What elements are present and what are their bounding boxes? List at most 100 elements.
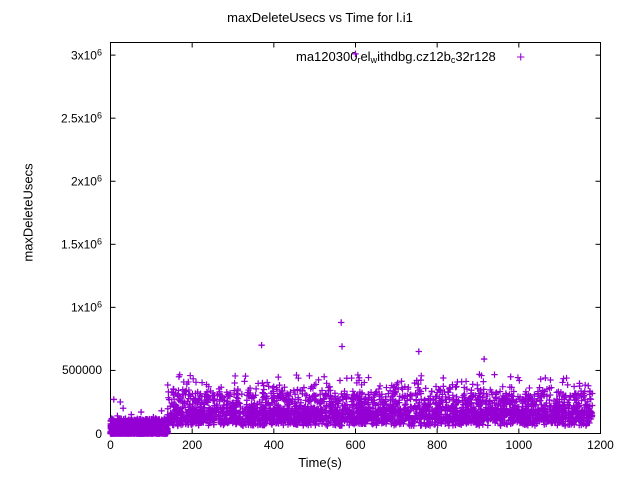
data-point: [217, 412, 224, 419]
data-point: [337, 411, 345, 418]
data-point: [138, 420, 145, 427]
data-point: [185, 395, 192, 402]
data-point: [329, 421, 337, 428]
data-point: [343, 375, 351, 382]
data-point: [137, 408, 145, 416]
data-point: [147, 430, 154, 437]
data-point: [170, 391, 177, 399]
data-point: [534, 407, 542, 414]
data-point: [547, 376, 554, 384]
data-point: [164, 381, 171, 389]
data-point: [158, 407, 165, 414]
data-point: [231, 379, 238, 387]
data-point: [409, 420, 416, 427]
data-point: [499, 396, 507, 404]
data-point: [582, 381, 589, 389]
data-point: [365, 374, 372, 381]
data-point: [248, 401, 255, 408]
data-point: [275, 402, 282, 409]
data-point: [303, 392, 310, 399]
x-tick-label: 800: [427, 438, 448, 452]
data-point: [418, 421, 425, 429]
x-tick-label: 600: [345, 438, 366, 452]
data-point: [414, 402, 422, 409]
data-point: [550, 411, 557, 419]
data-point: [168, 399, 175, 407]
data-point: [332, 393, 339, 400]
data-point: [560, 375, 567, 382]
data-point: [357, 403, 364, 411]
data-point: [369, 421, 376, 428]
data-point: [223, 401, 230, 409]
data-point: [503, 391, 510, 399]
data-point: [198, 393, 206, 400]
data-point: [532, 415, 539, 422]
data-point: [476, 394, 484, 402]
data-point: [356, 374, 363, 382]
data-point: [179, 403, 186, 411]
data-point: [203, 391, 211, 399]
data-point: [497, 422, 504, 429]
data-point: [260, 386, 268, 393]
data-point: [299, 417, 307, 425]
data-point: [307, 396, 315, 404]
data-point: [537, 375, 544, 383]
data-point: [578, 397, 585, 404]
data-point: [467, 390, 475, 397]
data-point: [454, 413, 462, 421]
data-point: [375, 412, 382, 420]
data-point: [239, 408, 247, 415]
data-point: [542, 374, 549, 382]
data-point: [355, 410, 363, 417]
data-point: [449, 381, 456, 388]
data-point: [273, 397, 280, 404]
data-point: [358, 420, 365, 427]
data-point: [170, 395, 178, 403]
data-point: [299, 390, 306, 398]
data-point: [164, 417, 171, 425]
data-point: [586, 395, 594, 402]
data-point: [318, 387, 326, 394]
data-point: [116, 416, 123, 424]
data-point: [197, 419, 204, 426]
data-point: [213, 409, 220, 416]
data-point: [323, 403, 330, 411]
data-point: [548, 384, 555, 391]
data-point: [428, 388, 435, 395]
data-point: [116, 425, 123, 433]
data-point: [435, 386, 442, 393]
data-point: [287, 415, 295, 422]
data-point: [453, 383, 460, 390]
data-point: [589, 390, 596, 397]
data-point: [232, 417, 239, 425]
data-point: [320, 396, 327, 403]
data-point: [546, 396, 553, 404]
data-point: [360, 414, 367, 421]
data-point: [171, 401, 179, 408]
data-point: [175, 387, 182, 394]
data-point: [219, 404, 226, 411]
data-point: [286, 418, 294, 426]
data-point: [564, 381, 571, 389]
data-point: [317, 390, 324, 398]
data-point: [578, 421, 585, 429]
data-point: [119, 405, 127, 412]
data-point: [543, 399, 550, 407]
data-point: [432, 406, 440, 413]
data-point: [414, 384, 422, 391]
data-point: [499, 383, 506, 390]
page-title: maxDeleteUsecs vs Time for l.i1: [227, 10, 413, 25]
data-point: [313, 418, 320, 425]
data-point: [179, 386, 186, 393]
data-point: [336, 377, 344, 384]
data-point: [198, 399, 205, 406]
data-point: [199, 413, 207, 421]
data-point: [294, 386, 301, 393]
data-point: [402, 415, 409, 422]
data-point: [516, 377, 523, 384]
data-point: [231, 387, 238, 394]
data-point: [422, 385, 429, 392]
data-point: [394, 419, 402, 426]
data-point: [353, 392, 360, 399]
x-tick-label: 0: [107, 438, 114, 452]
